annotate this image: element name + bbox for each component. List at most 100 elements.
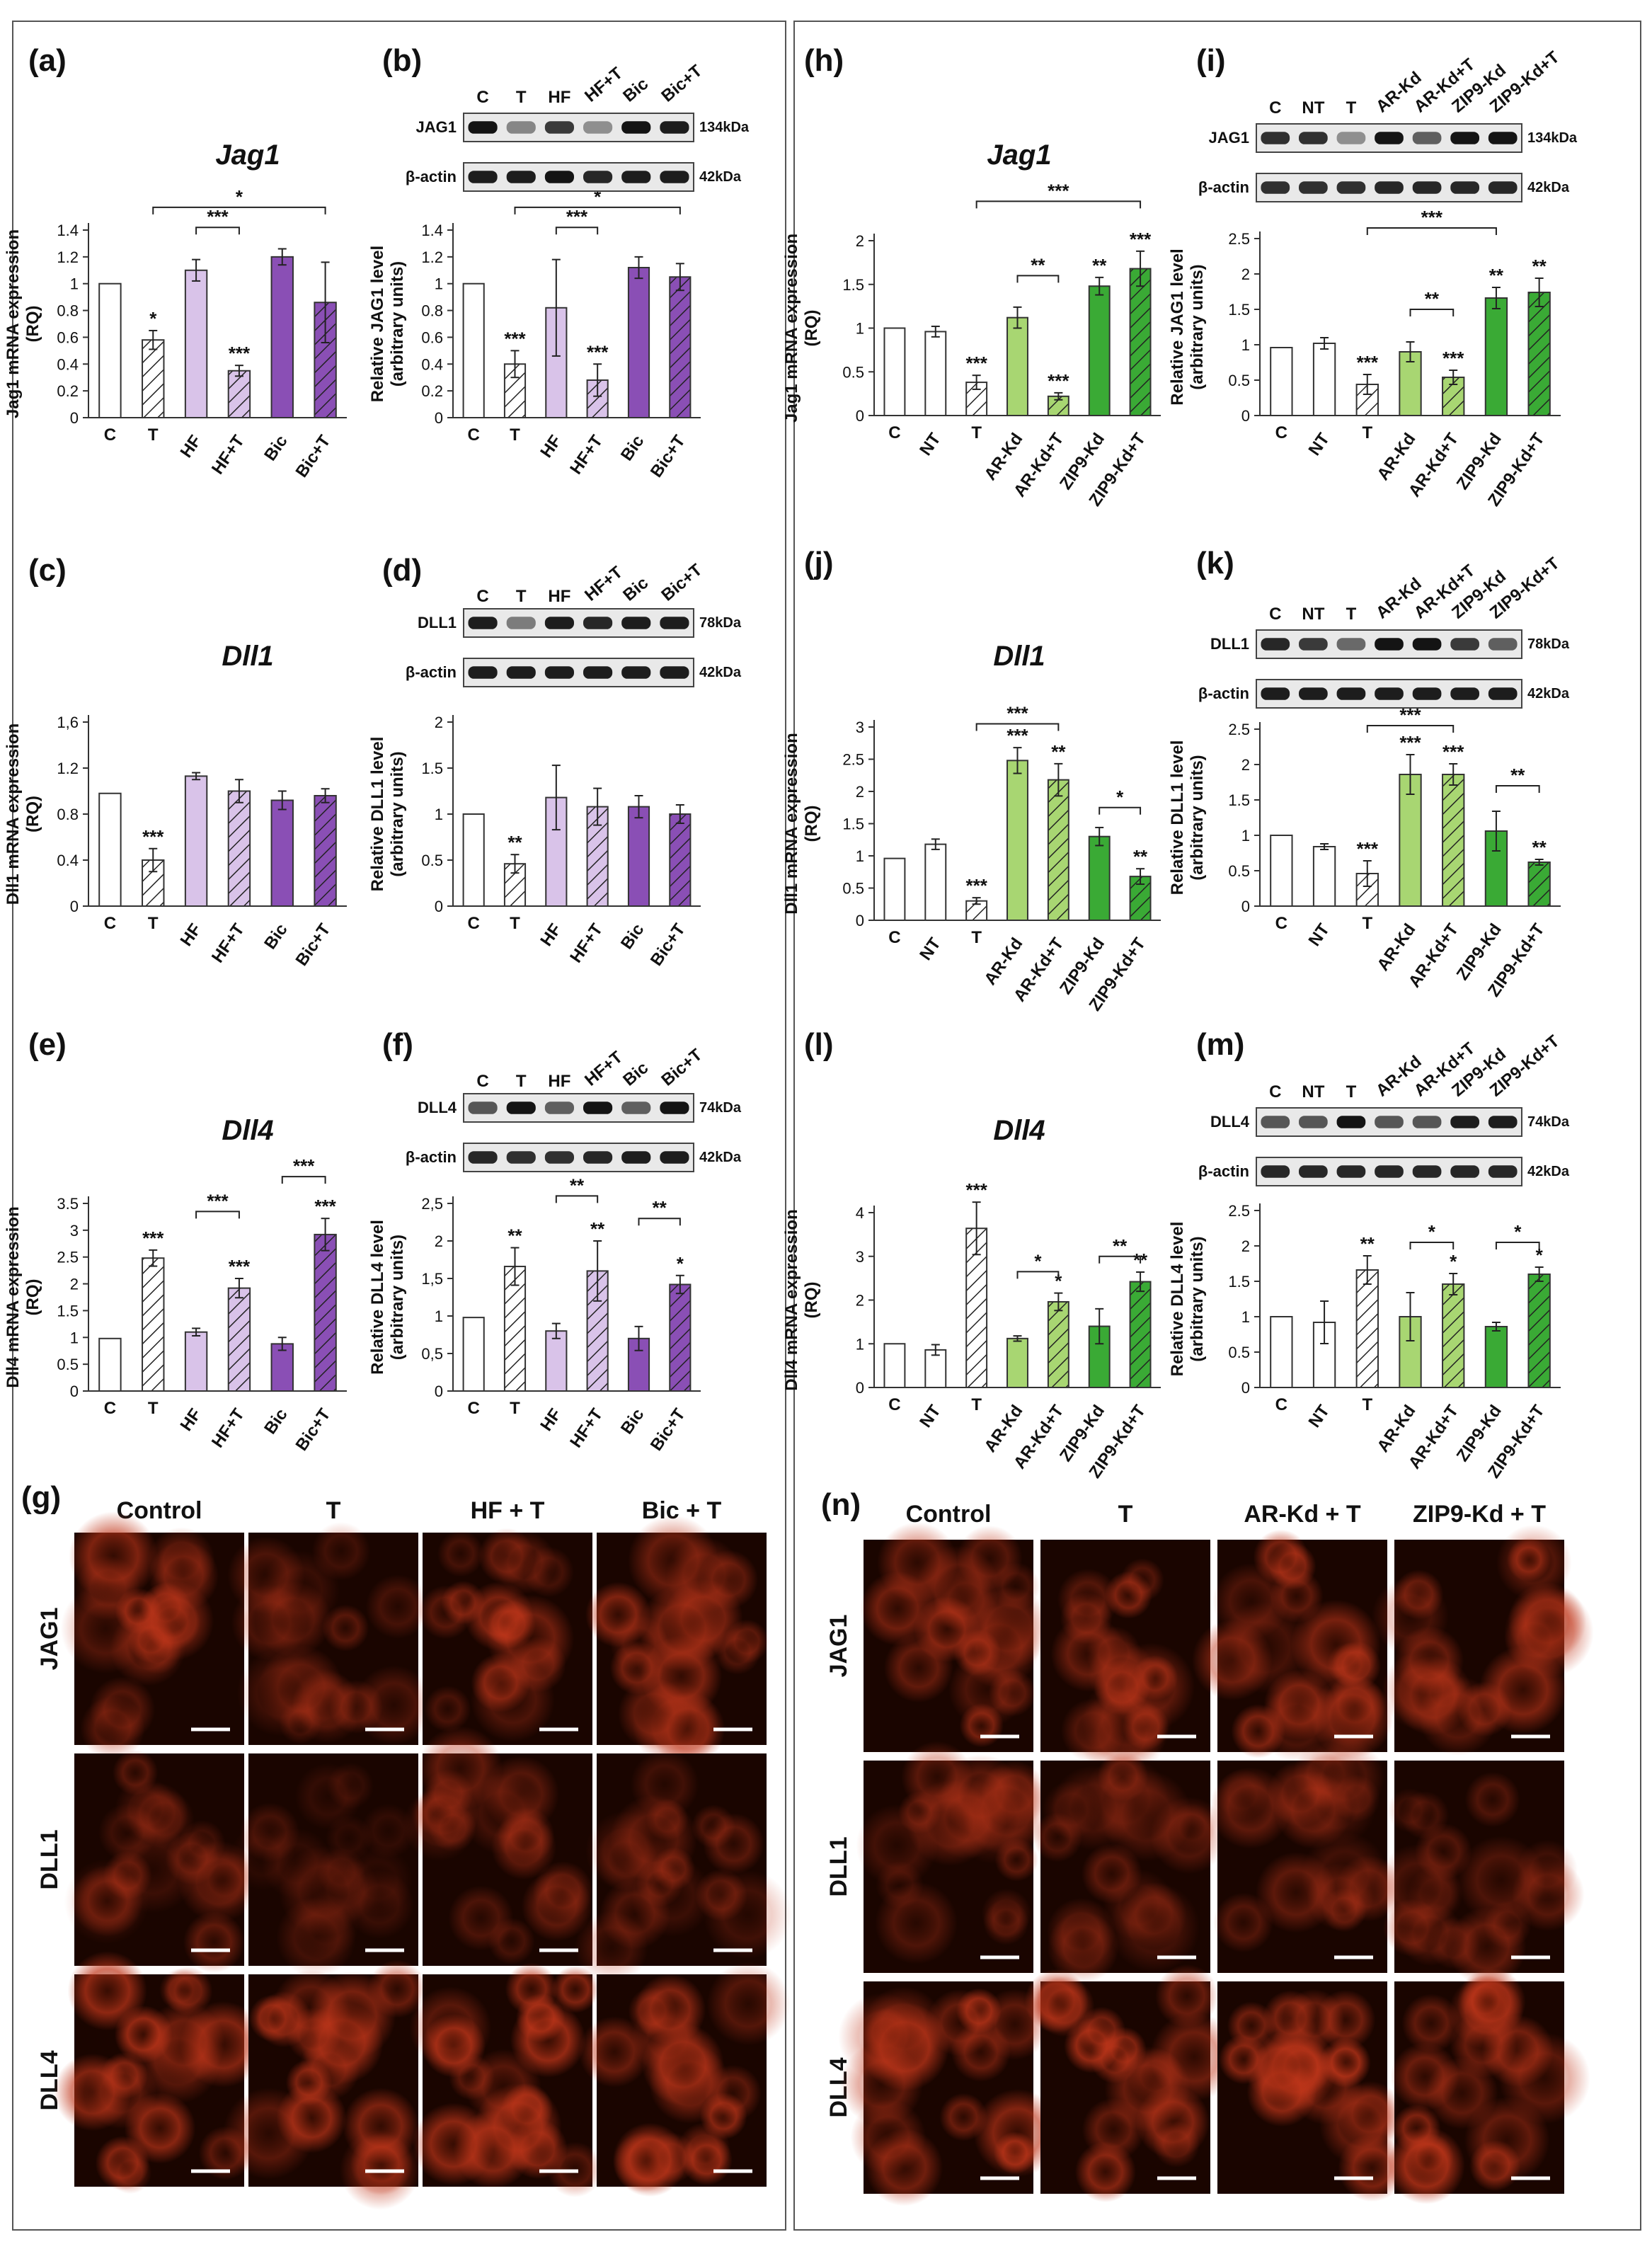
blot-lane-label-d-2: HF <box>548 587 570 606</box>
stained-cell <box>1504 1609 1565 1670</box>
y-tick-label-d: 1.5 <box>421 760 443 777</box>
micrograph-g-0-0 <box>60 1511 244 1761</box>
blot-lane-label-b-2: HF <box>548 88 570 107</box>
bracket-label-b-1: *** <box>566 206 588 227</box>
significance-m-2: ** <box>1360 1233 1375 1254</box>
stained-cell <box>1244 2032 1316 2104</box>
stained-cell <box>703 1870 792 1959</box>
blot-band-d-0-1 <box>506 617 536 629</box>
bar-f-0 <box>462 1317 485 1392</box>
blot-band-i-0-5 <box>1450 132 1479 144</box>
blot-band-i-0-2 <box>1336 132 1366 144</box>
bar-f-2 <box>545 1330 568 1392</box>
stained-cell <box>134 1580 214 1661</box>
bracket-j-0 <box>975 723 1060 731</box>
bracket-l-0 <box>1016 1271 1060 1279</box>
micrograph-n-1-1 <box>1032 1751 1228 1984</box>
stained-cell <box>308 1972 396 2059</box>
blot-band-k-0-4 <box>1412 638 1442 651</box>
micrograph-g-0-3 <box>585 1515 769 1768</box>
blot-band-i-0-4 <box>1412 132 1442 144</box>
blot-band-d-0-4 <box>621 617 651 629</box>
y-tick-label-m: 2 <box>1241 1237 1250 1255</box>
blot-band-f-1-4 <box>621 1151 651 1164</box>
bracket-label-m-0: * <box>1428 1221 1436 1242</box>
stained-cell <box>1320 2037 1371 2088</box>
blot-band-k-1-0 <box>1261 687 1290 700</box>
bar-e-4 <box>270 1343 294 1392</box>
chart-f: 0 0,5 1 1,5 2 2,5 Relative DLL4 level (arbitrar… <box>368 1174 701 1455</box>
y-axis-label-b: Relative JAG1 level <box>368 246 387 402</box>
micrograph-g-2-2 <box>409 1962 603 2198</box>
panel-label-l: (l) <box>804 1027 834 1062</box>
blot-protein-label-i-1: β-actin <box>1198 178 1249 196</box>
x-tick-label-i-0: C <box>1275 423 1287 442</box>
stained-cell <box>493 1531 556 1594</box>
y-tick-label-f: 2,5 <box>421 1195 443 1213</box>
y-tick-label-m: 1 <box>1241 1308 1250 1326</box>
micrograph-g-2-3 <box>578 1962 791 2197</box>
panel-label-b: (b) <box>382 43 422 78</box>
stained-cell <box>713 1627 761 1675</box>
stained-cell <box>1122 1703 1169 1751</box>
micrograph-g-2-1 <box>222 1959 427 2210</box>
bar-c-0 <box>98 792 122 907</box>
panel-label-k: (k) <box>1196 546 1234 580</box>
y-tick-label-l: 1 <box>856 1335 864 1353</box>
blot-band-b-0-4 <box>621 121 651 134</box>
chart-title-a: Jag1 <box>215 139 280 171</box>
y-axis-unit-j: (RQ) <box>802 806 821 842</box>
bracket-e-0 <box>195 1211 240 1219</box>
blot-kda-label-k-0: 78kDa <box>1527 636 1570 652</box>
y-tick-label-b: 0.8 <box>421 302 443 320</box>
y-tick-label-i: 2 <box>1241 265 1250 283</box>
bar-a-1 <box>142 339 165 419</box>
blot-band-i-0-1 <box>1299 132 1328 144</box>
stained-cell <box>75 1555 140 1620</box>
blot-lane-label-i-2: T <box>1346 98 1357 118</box>
y-tick-label-j: 0.5 <box>842 880 864 898</box>
chart-title-j: Dll1 <box>993 641 1045 672</box>
bar-e-2 <box>184 1331 208 1392</box>
stained-cell <box>1321 1887 1367 1933</box>
significance-b-3: *** <box>587 341 609 362</box>
stained-cell <box>229 1824 296 1890</box>
blot-band-k-0-3 <box>1375 638 1404 651</box>
stained-cell <box>412 2102 495 2186</box>
blot-band-m-0-0 <box>1261 1116 1290 1128</box>
bar-j-1 <box>924 843 947 921</box>
y-tick-label-e: 1 <box>70 1329 79 1346</box>
x-tick-label-k-0: C <box>1275 914 1287 933</box>
y-axis-unit-m: (arbitrary units) <box>1188 1236 1207 1361</box>
bar-e-0 <box>98 1337 122 1392</box>
stained-cell <box>1337 2081 1404 2147</box>
stained-cell <box>491 1814 557 1880</box>
stained-cell <box>448 1885 514 1951</box>
x-tick-label-l-0: C <box>888 1395 900 1414</box>
y-tick-label-e: 0.5 <box>57 1356 79 1373</box>
stained-cell <box>1120 1882 1187 1949</box>
blot-band-k-1-3 <box>1375 687 1404 700</box>
significance-k-2: *** <box>1357 838 1379 859</box>
y-tick-label-l: 0 <box>856 1379 864 1397</box>
blot-band-i-1-1 <box>1299 181 1328 194</box>
bar-d-4 <box>627 806 650 907</box>
blot-lane-label-b-0: C <box>476 88 488 107</box>
blot-band-m-1-5 <box>1450 1165 1479 1178</box>
stained-cell <box>89 1676 156 1743</box>
blot-protein-label-k-0: DLL1 <box>1210 635 1249 653</box>
y-tick-label-c: 1,6 <box>57 714 79 731</box>
stained-cell <box>1387 1788 1432 1833</box>
stained-cell <box>1392 2104 1441 2153</box>
blot-band-f-0-4 <box>621 1101 651 1114</box>
bar-j-5 <box>1088 835 1111 921</box>
stained-cell <box>1283 1988 1345 2051</box>
blot-band-d-0-5 <box>660 617 689 629</box>
bar-c-5 <box>314 795 337 907</box>
blot-kda-label-f-0: 74kDa <box>699 1100 742 1116</box>
bar-h-5 <box>1088 285 1111 416</box>
x-tick-label-a-1: T <box>148 425 159 445</box>
blot-protein-label-m-0: DLL4 <box>1210 1113 1250 1131</box>
y-tick-label-e: 1.5 <box>57 1302 79 1320</box>
stained-cell <box>838 1993 927 2081</box>
